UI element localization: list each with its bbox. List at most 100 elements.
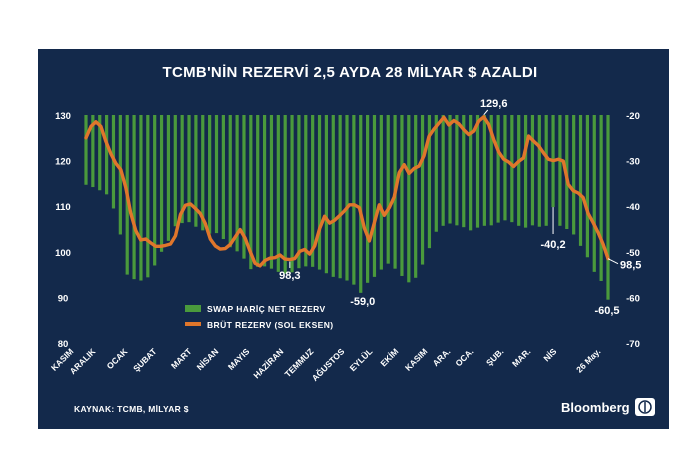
bar [592, 115, 596, 272]
bar [510, 115, 514, 223]
bar [572, 115, 576, 235]
annotation-low: 98,3 [279, 270, 300, 282]
bar [194, 115, 198, 227]
bar [98, 115, 102, 191]
bar [427, 115, 432, 249]
bar [276, 115, 280, 272]
bar [105, 115, 109, 195]
bar [118, 115, 122, 235]
annotation-leader [607, 258, 619, 265]
bar [366, 115, 370, 283]
bar [523, 115, 528, 228]
x-tick-label: ŞUBAT [131, 346, 159, 374]
bar [201, 115, 205, 231]
legend-label-bar: SWAP HARİÇ NET REZERV [207, 304, 326, 314]
annotation-end-net: -60,5 [594, 305, 619, 317]
bar [599, 115, 603, 281]
bar [139, 115, 143, 281]
bar [297, 115, 301, 269]
bar [434, 115, 438, 232]
left-tick-label: 130 [55, 111, 71, 122]
bar [503, 115, 507, 221]
bar [208, 115, 212, 234]
bar [256, 115, 260, 267]
bar [448, 115, 452, 224]
brut-rezerv-line [84, 115, 610, 268]
bar [187, 115, 191, 223]
x-tick-label: NİSAN [195, 346, 221, 372]
annotation-end-gross: 98,5 [620, 260, 641, 272]
left-tick-label: 100 [55, 248, 71, 259]
bar [338, 115, 342, 279]
bar [558, 115, 562, 226]
bar [317, 115, 322, 270]
bar [352, 115, 356, 285]
bar [166, 115, 171, 241]
right-tick-label: -70 [626, 339, 640, 350]
right-tick-label: -30 [626, 157, 640, 168]
bar [153, 115, 157, 266]
source-note: KAYNAK: TCMB, MİLYAR $ [74, 404, 189, 414]
x-tick-label: EKİM [378, 346, 400, 368]
bar [359, 115, 363, 293]
bar [214, 115, 219, 234]
legend-swatch-bar [185, 305, 201, 312]
bar [585, 115, 589, 258]
left-tick-label: 80 [58, 339, 69, 350]
bar [221, 115, 225, 240]
left-axis: 130 120 110 100 90 80 [55, 111, 71, 350]
bar [537, 115, 541, 227]
bar [386, 115, 390, 264]
bar [269, 115, 274, 269]
bar [345, 115, 349, 281]
x-tick-label: AĞUSTOS [309, 345, 347, 383]
x-tick-label: NİS [541, 346, 558, 363]
bar [379, 115, 383, 270]
bar [91, 115, 95, 188]
right-tick-label: -60 [626, 293, 640, 304]
bar [242, 115, 246, 259]
bar [180, 115, 184, 224]
bar [455, 115, 459, 226]
bar [331, 115, 335, 277]
bar [407, 115, 411, 283]
right-tick-label: -40 [626, 202, 640, 213]
bar [311, 115, 315, 267]
bar [544, 115, 548, 226]
x-tick-label: EYLÜL [348, 346, 375, 373]
bar [578, 115, 583, 246]
left-tick-label: 120 [55, 157, 71, 168]
left-tick-label: 90 [58, 293, 69, 304]
bar [249, 115, 253, 270]
chart-panel: TCMB'NİN REZERVİ 2,5 AYDA 28 MİLYAR $ AZ… [38, 49, 669, 429]
bar [283, 115, 287, 274]
bar [482, 115, 486, 226]
x-tick-label: ARA. [431, 346, 453, 368]
bar [441, 115, 445, 226]
annotation-net-high: -40,2 [541, 239, 566, 251]
bar [606, 115, 610, 300]
bar [159, 115, 164, 252]
annotations: 129,6 98,3 -59,0 -40,2 98,5 -60,5 [279, 98, 641, 317]
legend-label-line: BRÜT REZERV (SOL EKSEN) [207, 320, 333, 330]
bar [84, 115, 88, 185]
x-tick-label: HAZİRAN [251, 346, 285, 380]
left-tick-label: 110 [55, 202, 70, 213]
bar [228, 115, 232, 248]
bar [489, 115, 493, 226]
x-tick-label: MAYIS [226, 346, 252, 372]
bar [304, 115, 308, 267]
bar [462, 115, 466, 228]
bar [420, 115, 425, 265]
bloomberg-logo-text: Bloomberg [561, 400, 630, 415]
bar [414, 115, 418, 278]
bar [372, 115, 377, 277]
chart-title: TCMB'NİN REZERVİ 2,5 AYDA 28 MİLYAR $ AZ… [163, 64, 538, 81]
bar [132, 115, 136, 280]
annotation-peak: 129,6 [480, 98, 508, 110]
x-tick-label: KASIM [403, 346, 429, 372]
annotation-net-low: -59,0 [350, 296, 375, 308]
bar [475, 115, 480, 228]
x-tick-label: ŞUB. [484, 346, 505, 367]
